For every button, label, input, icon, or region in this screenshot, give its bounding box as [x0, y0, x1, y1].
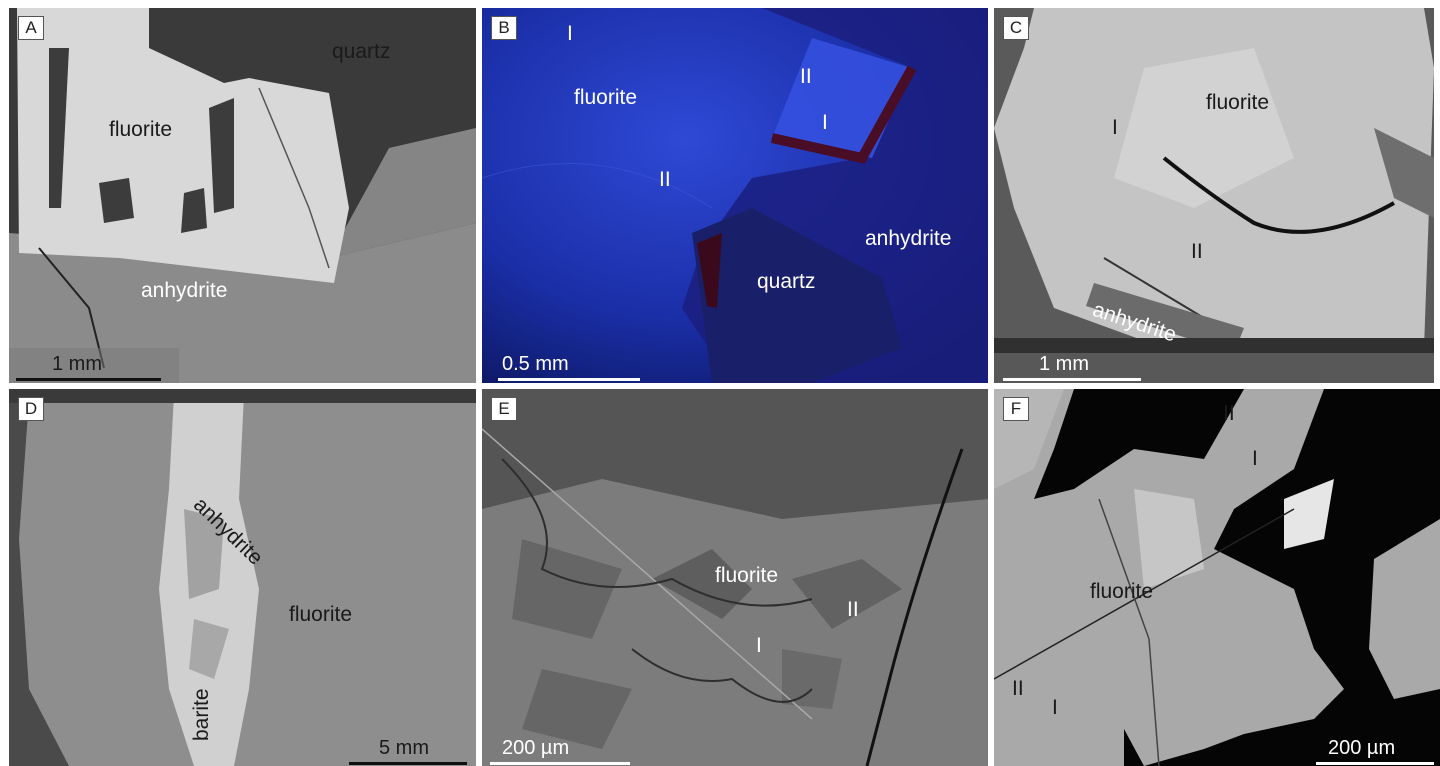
panel-d-image [9, 389, 476, 766]
panel-c-letter: C [1003, 16, 1029, 40]
scale-bar-f: 200 µm [1316, 737, 1434, 765]
panel-b-image [482, 8, 988, 383]
generation-ii-label: II [847, 598, 859, 621]
fluorite-label: fluorite [1090, 580, 1154, 603]
generation-ii-label: II [659, 168, 671, 191]
barite-label: barite [190, 688, 213, 741]
panel-e-letter: E [491, 397, 517, 421]
panel-f-image [994, 389, 1440, 766]
panel-d-letter: D [18, 397, 44, 421]
panel-c: C fluorite I II anhydrite 1 mm [994, 8, 1434, 383]
scale-bar-d-label: 5 mm [379, 737, 429, 759]
scale-bar-f-label: 200 µm [1328, 737, 1396, 759]
panel-f: F II I fluorite II I 200 µm [994, 389, 1440, 766]
fluorite-label: fluorite [1206, 91, 1270, 114]
fluorite-label: fluorite [715, 564, 779, 587]
generation-ii-label: II [800, 65, 812, 88]
generation-i-label: I [822, 111, 828, 134]
generation-i-label: I [1112, 116, 1118, 139]
generation-i-label: I [1252, 447, 1258, 470]
anhydrite-label: anhydrite [865, 227, 952, 250]
generation-i-label: I [1052, 696, 1058, 719]
scale-bar-c-label: 1 mm [1039, 353, 1089, 375]
generation-i-label: I [567, 22, 573, 45]
panel-d: D anhydrite fluorite barite 5 mm [9, 389, 476, 766]
scale-bar-e-label: 200 µm [502, 737, 570, 759]
scale-bar-a-label: 1 mm [52, 353, 102, 375]
fluorite-label: fluorite [109, 118, 173, 141]
panel-b-letter: B [491, 16, 517, 40]
quartz-label: quartz [757, 270, 816, 293]
panel-f-letter: F [1003, 397, 1029, 421]
scale-bar-a: 1 mm [16, 353, 161, 381]
scale-bar-b: 0.5 mm [498, 353, 640, 381]
scale-bar-e: 200 µm [490, 737, 630, 765]
anhydrite-label: anhydrite [141, 279, 228, 302]
fluorite-label: fluorite [289, 603, 353, 626]
panel-a-letter: A [18, 16, 44, 40]
panel-b: B I fluorite II I II anhydrite quartz 0.… [482, 8, 988, 383]
generation-ii-label: II [1191, 240, 1203, 263]
panel-c-image [994, 8, 1434, 383]
fluorite-label: fluorite [574, 86, 638, 109]
panel-a: A quartz fluorite anhydrite 1 mm [9, 8, 476, 383]
generation-ii-label: II [1012, 677, 1024, 700]
quartz-label: quartz [332, 40, 391, 63]
panel-a-image [9, 8, 476, 383]
panel-e-image [482, 389, 988, 766]
scale-bar-c: 1 mm [1003, 353, 1141, 381]
generation-i-label: I [756, 634, 762, 657]
generation-ii-label: II [1223, 402, 1235, 425]
scale-bar-d: 5 mm [349, 737, 467, 765]
panel-e: E fluorite II I 200 µm [482, 389, 988, 766]
scale-bar-b-label: 0.5 mm [502, 353, 569, 375]
